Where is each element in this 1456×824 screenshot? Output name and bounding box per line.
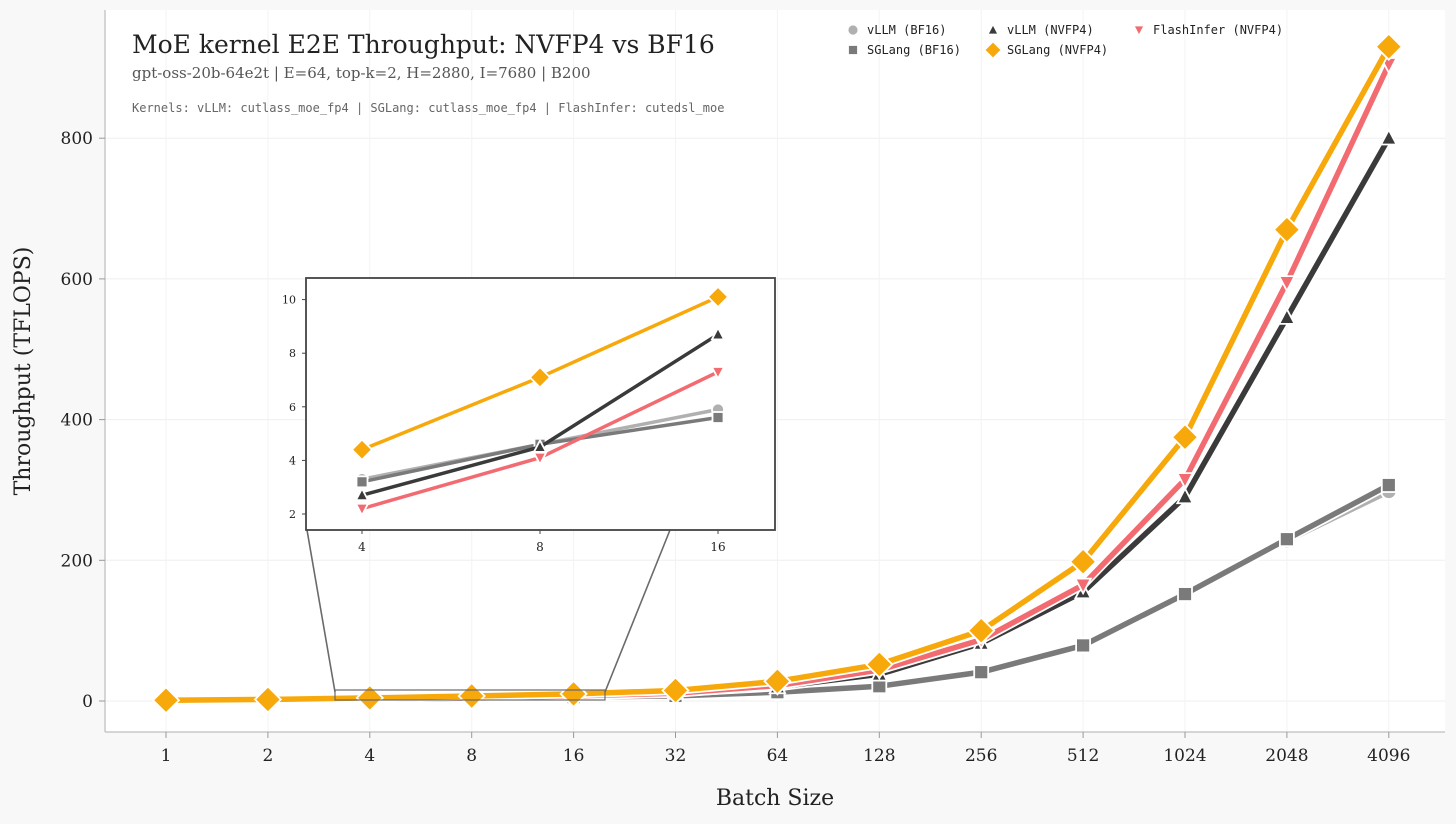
x-tick-label: 2 <box>262 746 273 766</box>
inset-data-point <box>350 438 374 462</box>
inset-data-point <box>354 486 370 502</box>
data-point <box>253 685 283 714</box>
y-tick-label: 600 <box>61 270 93 290</box>
x-tick-label: 1 <box>161 746 172 766</box>
data-point <box>1175 472 1195 490</box>
x-tick-label: 2048 <box>1265 746 1308 766</box>
x-tick-label: 64 <box>767 746 789 766</box>
data-point <box>966 616 996 645</box>
y-tick-label: 400 <box>61 411 93 431</box>
inset-data-point <box>528 365 552 389</box>
data-point <box>1279 531 1295 548</box>
inset-connectors <box>306 529 671 701</box>
series-lines <box>151 32 1404 715</box>
legend-label: FlashInfer (NVFP4) <box>1153 23 1283 37</box>
inset-x-tick-label: 4 <box>358 540 366 554</box>
inset-y-tick-label: 10 <box>282 294 296 307</box>
inset-data-point <box>354 502 370 518</box>
legend-marker <box>1132 24 1146 38</box>
connector-line <box>604 529 671 693</box>
inset-y-tick-label: 8 <box>289 347 296 360</box>
y-tick-label: 200 <box>61 551 93 571</box>
inset-data-point <box>355 475 369 489</box>
data-point <box>1374 32 1404 61</box>
x-tick-label: 32 <box>665 746 687 766</box>
legend-marker <box>846 23 860 37</box>
zoom-region <box>334 689 606 701</box>
inset-y-tick-label: 6 <box>289 401 296 414</box>
data-point <box>1277 307 1297 325</box>
x-tick-label: 4 <box>364 746 375 766</box>
y-axis-label: Throughput (TFLOPS) <box>11 247 36 496</box>
inset-data-point <box>532 451 548 467</box>
legend-marker <box>986 22 1000 36</box>
inset-data-point <box>710 366 726 381</box>
x-tick-label: 4096 <box>1367 746 1410 766</box>
kernels-note: Kernels: vLLM: cutlass_moe_fp4 | SGLang:… <box>132 101 724 115</box>
legend: vLLM (BF16) SGLang (BF16) vLLM (NVFP4) SGLa… <box>846 22 1283 60</box>
data-point <box>1073 577 1093 596</box>
x-tick-label: 16 <box>563 746 585 766</box>
data-point <box>1379 127 1398 146</box>
data-point <box>1175 486 1195 505</box>
data-point <box>973 664 990 681</box>
x-tick-label: 128 <box>863 746 895 766</box>
chart-title: MoE kernel E2E Throughput: NVFP4 vs BF16 <box>132 30 715 59</box>
inset-data-point <box>711 411 725 424</box>
legend-label: vLLM (BF16) <box>867 23 946 37</box>
data-point <box>763 667 792 696</box>
data-point <box>1075 637 1091 654</box>
inset-zoom: 2 4 6 8 10 4 8 16 <box>282 277 776 554</box>
data-point <box>1170 422 1200 452</box>
chart-subtitle: gpt-oss-20b-64e2t | E=64, top-k=2, H=288… <box>132 64 591 82</box>
x-tick-label: 512 <box>1067 746 1099 766</box>
y-tick-labels: 0 200 400 600 800 <box>61 129 105 712</box>
data-point <box>1277 275 1297 293</box>
legend-label: SGLang (NVFP4) <box>1007 43 1108 57</box>
x-tick-label: 8 <box>466 746 477 766</box>
inset-y-tick-label: 4 <box>289 454 296 467</box>
inset-x-tick-label: 8 <box>536 540 544 554</box>
connector-line <box>306 529 336 693</box>
data-point <box>151 685 181 715</box>
inset-data-point <box>706 285 730 309</box>
inset-x-tick-label: 16 <box>710 540 725 554</box>
data-point <box>865 650 894 679</box>
data-point <box>355 683 385 713</box>
data-point <box>1177 586 1193 602</box>
x-axis-label: Batch Size <box>716 786 834 811</box>
data-point <box>1272 215 1302 244</box>
y-tick-label: 800 <box>61 129 93 149</box>
legend-marker <box>983 40 1003 60</box>
data-point <box>661 676 690 705</box>
x-tick-label: 256 <box>965 746 997 766</box>
legend-label: SGLang (BF16) <box>867 43 961 57</box>
y-tick-label: 0 <box>82 692 93 712</box>
x-tick-labels: 1 2 4 8 16 32 64 128 256 512 1024 2048 4096 <box>161 732 1410 766</box>
data-point <box>1380 477 1397 493</box>
legend-marker <box>847 44 859 56</box>
data-point <box>1068 547 1098 576</box>
inset-data-point <box>710 325 726 341</box>
x-tick-label: 1024 <box>1163 746 1206 766</box>
legend-label: vLLM (NVFP4) <box>1007 23 1094 37</box>
inset-y-tick-label: 2 <box>289 508 296 521</box>
